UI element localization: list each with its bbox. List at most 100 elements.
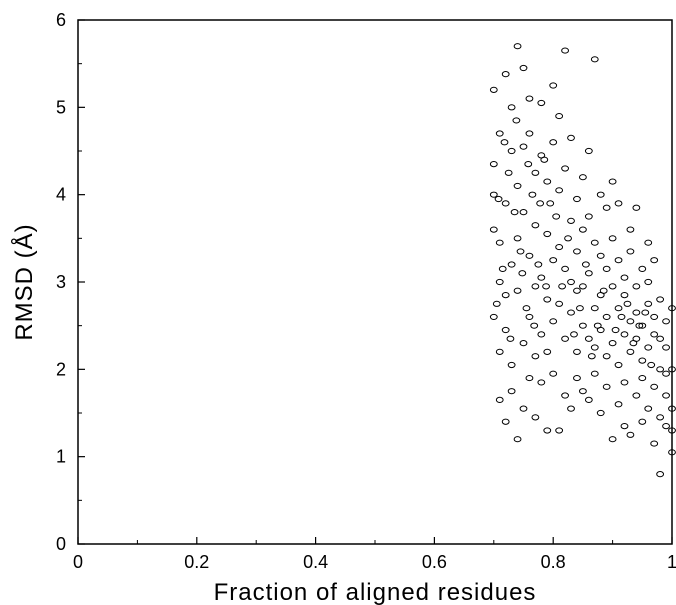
data-point [641, 309, 650, 316]
data-point [564, 235, 572, 242]
data-point [489, 226, 498, 233]
x-tick-label: 0.6 [422, 552, 447, 572]
data-point [519, 143, 528, 150]
data-point [495, 348, 504, 355]
data-point [662, 318, 670, 325]
data-point [626, 348, 635, 355]
data-point [608, 436, 617, 443]
data-point [555, 243, 564, 251]
data-point [567, 134, 575, 141]
data-point [519, 340, 528, 347]
data-point [650, 383, 659, 390]
data-point [614, 401, 623, 408]
data-point [543, 178, 552, 185]
data-point [584, 213, 593, 220]
data-point [620, 331, 629, 338]
data-point [620, 423, 629, 430]
data-point [489, 86, 498, 93]
data-point [623, 300, 632, 307]
data-point [549, 257, 558, 264]
data-point [549, 370, 558, 377]
data-point [555, 112, 564, 120]
data-point [518, 270, 527, 277]
data-point [501, 292, 510, 299]
x-tick-label: 0.4 [303, 552, 328, 572]
y-tick-label: 0 [56, 534, 66, 554]
plot-area: 0 0.2 0.4 0.6 0.8 1 0 1 2 3 4 5 6 [56, 10, 676, 572]
data-point [596, 409, 605, 417]
data-points [489, 43, 676, 478]
data-point [638, 357, 647, 364]
data-point [501, 200, 510, 207]
data-point [531, 169, 540, 176]
data-point [608, 283, 617, 290]
data-point [611, 326, 620, 334]
data-point [561, 392, 569, 399]
data-point [650, 313, 659, 321]
data-point [644, 239, 653, 246]
data-point [555, 300, 564, 307]
data-point [510, 209, 519, 216]
data-point [590, 344, 599, 351]
data-point [498, 265, 507, 272]
data-point [573, 374, 581, 382]
data-point [570, 331, 578, 338]
data-point [579, 226, 587, 233]
data-point [513, 235, 522, 242]
data-point [573, 287, 581, 294]
data-point [489, 161, 498, 168]
data-point [590, 56, 599, 63]
data-point [656, 335, 665, 342]
y-axis-title: RMSD (Å) [10, 223, 38, 340]
y-tick-label: 1 [56, 447, 66, 467]
y-tick-label: 3 [56, 272, 66, 292]
data-point [543, 296, 552, 303]
data-point [614, 361, 623, 369]
data-point [549, 82, 558, 89]
data-point [656, 414, 665, 421]
y-tick-label: 6 [56, 10, 66, 30]
data-point [531, 283, 540, 290]
data-point [602, 313, 611, 321]
data-point [561, 165, 569, 172]
data-point [668, 405, 676, 412]
data-point [656, 296, 665, 303]
data-point [590, 239, 599, 246]
data-point [590, 370, 599, 377]
x-axis-ticks: 0 0.2 0.4 0.6 0.8 1 [73, 537, 676, 572]
data-point [638, 418, 647, 425]
data-point [668, 366, 676, 373]
data-point [525, 95, 534, 102]
data-point [584, 335, 593, 342]
data-point [492, 300, 501, 307]
data-point [507, 261, 516, 268]
data-point [537, 331, 546, 338]
data-point [495, 130, 504, 137]
data-point [662, 344, 670, 351]
data-point [626, 248, 635, 255]
data-point [513, 182, 522, 190]
data-point [507, 147, 516, 155]
data-point [495, 396, 504, 403]
data-point [608, 178, 617, 185]
data-point [632, 283, 641, 290]
data-point [620, 379, 629, 386]
data-point [620, 274, 629, 281]
data-point [543, 230, 552, 238]
data-point [558, 283, 567, 290]
data-point [489, 191, 498, 198]
data-point [668, 449, 676, 456]
data-point [531, 414, 540, 421]
data-point [602, 204, 611, 211]
data-point [519, 209, 528, 216]
data-point [608, 340, 617, 347]
data-point [656, 366, 665, 373]
data-point [552, 213, 561, 220]
data-point [638, 322, 647, 329]
data-point [513, 287, 522, 294]
data-point [573, 348, 581, 355]
data-point [540, 156, 549, 163]
data-point [561, 47, 569, 54]
data-point [602, 383, 611, 390]
